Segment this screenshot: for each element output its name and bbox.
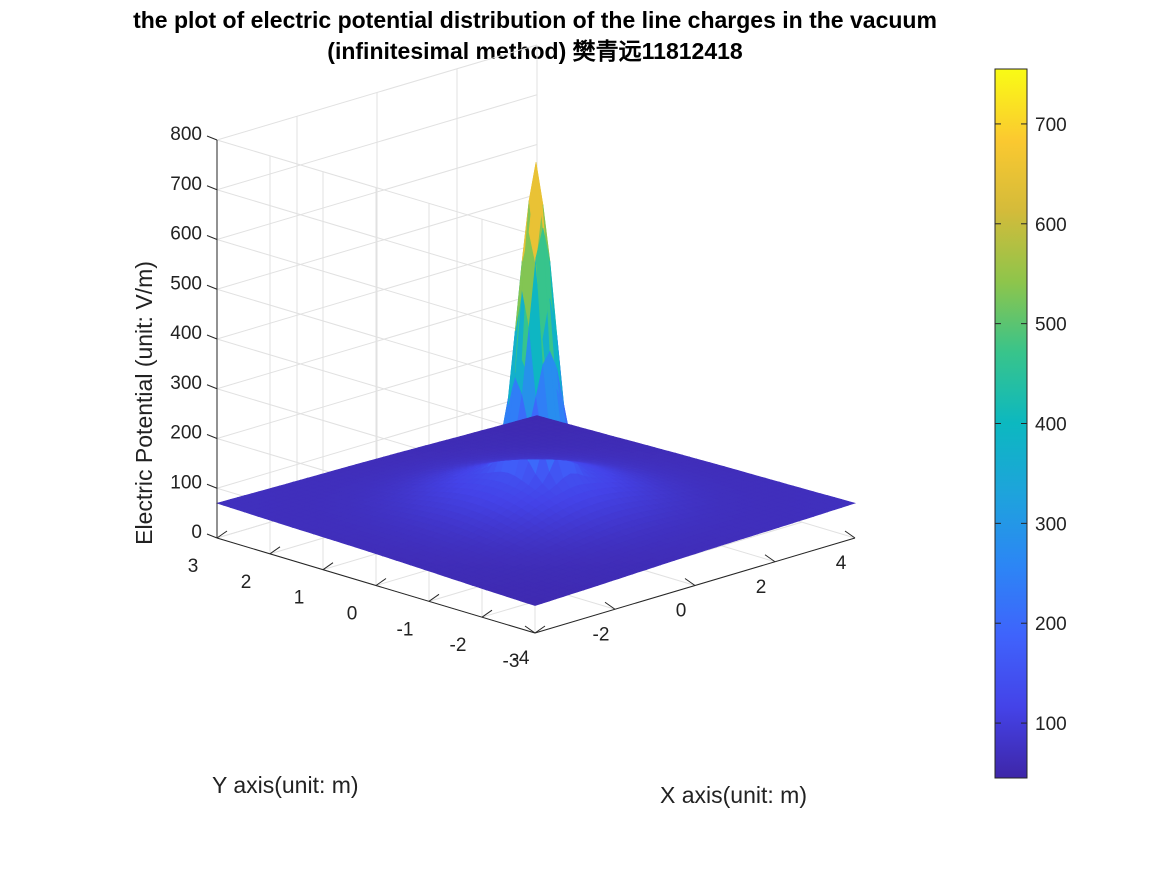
z-tick [206, 334, 218, 340]
z-tick [206, 284, 218, 290]
colorbar: 100 200 300 400 500 600 700 [994, 68, 1067, 779]
x-tick [764, 554, 776, 563]
colorbar-tick-label: 200 [1035, 614, 1067, 635]
z-tick [206, 434, 218, 439]
x-tick-label: 0 [676, 601, 687, 622]
chart-title: the plot of electric potential distribut… [133, 7, 937, 33]
y-tick [428, 593, 440, 602]
y-tick [322, 562, 334, 571]
y-tick [534, 625, 546, 634]
z-tick-label: 300 [170, 373, 202, 394]
colorbar-tick-label: 400 [1035, 415, 1067, 436]
surface [215, 162, 857, 606]
y-tick [269, 546, 281, 555]
colorbar-tick-label: 700 [1035, 115, 1067, 136]
x-tick-label: 4 [836, 553, 847, 574]
z-axis-label: Electric Potential (unit: V/m) [131, 261, 157, 545]
z-tick [206, 483, 218, 489]
axes: -4 -2 0 2 4 -3 -2 -1 0 1 2 3 0 100 200 300 400 500 600 700 8… [170, 124, 856, 672]
y-tick-label: 3 [188, 556, 199, 577]
colorbar-tick-label: 600 [1035, 215, 1067, 236]
y-tick-label: 2 [241, 572, 252, 593]
z-tick-label: 800 [170, 124, 202, 145]
y-tick [375, 578, 387, 586]
z-tick [206, 185, 218, 191]
z-tick-label: 700 [170, 174, 202, 195]
colorbar-tick-label: 300 [1035, 514, 1067, 535]
colorbar-tick-label: 100 [1035, 714, 1067, 735]
z-tick [206, 135, 218, 141]
y-tick-label: -3 [503, 651, 520, 672]
x-tick-label: -2 [593, 624, 610, 645]
y-tick-label: -2 [450, 635, 467, 656]
z-tick-label: 0 [191, 522, 202, 543]
x-axis-label: X axis(unit: m) [660, 782, 807, 808]
z-tick-label: 400 [170, 323, 202, 344]
x-tick [524, 625, 536, 634]
y-tick [216, 530, 228, 539]
y-tick-label: 0 [347, 604, 358, 625]
z-tick-label: 600 [170, 224, 202, 245]
surface-patch [840, 500, 857, 506]
z-tick [206, 235, 218, 240]
x-tick [684, 578, 696, 586]
z-tick-label: 500 [170, 273, 202, 294]
x-tick-label: -4 [513, 648, 530, 669]
x-tick [844, 530, 856, 539]
z-tick-label: 100 [170, 472, 202, 493]
y-axis-label: Y axis(unit: m) [212, 772, 359, 798]
z-tick-label: 200 [170, 423, 202, 444]
y-tick [481, 609, 493, 618]
z-tick [206, 384, 218, 390]
colorbar-tick-label: 500 [1035, 315, 1067, 336]
x-tick-label: 2 [756, 577, 767, 598]
y-tick-label: -1 [397, 619, 414, 640]
z-tick [206, 533, 218, 539]
y-tick-label: 1 [294, 588, 305, 609]
x-tick [604, 601, 616, 610]
chart-subtitle: (infinitesimal method) 樊青远11812418 [327, 38, 743, 64]
colorbar-ticks: 100 200 300 400 500 600 700 [995, 115, 1067, 735]
